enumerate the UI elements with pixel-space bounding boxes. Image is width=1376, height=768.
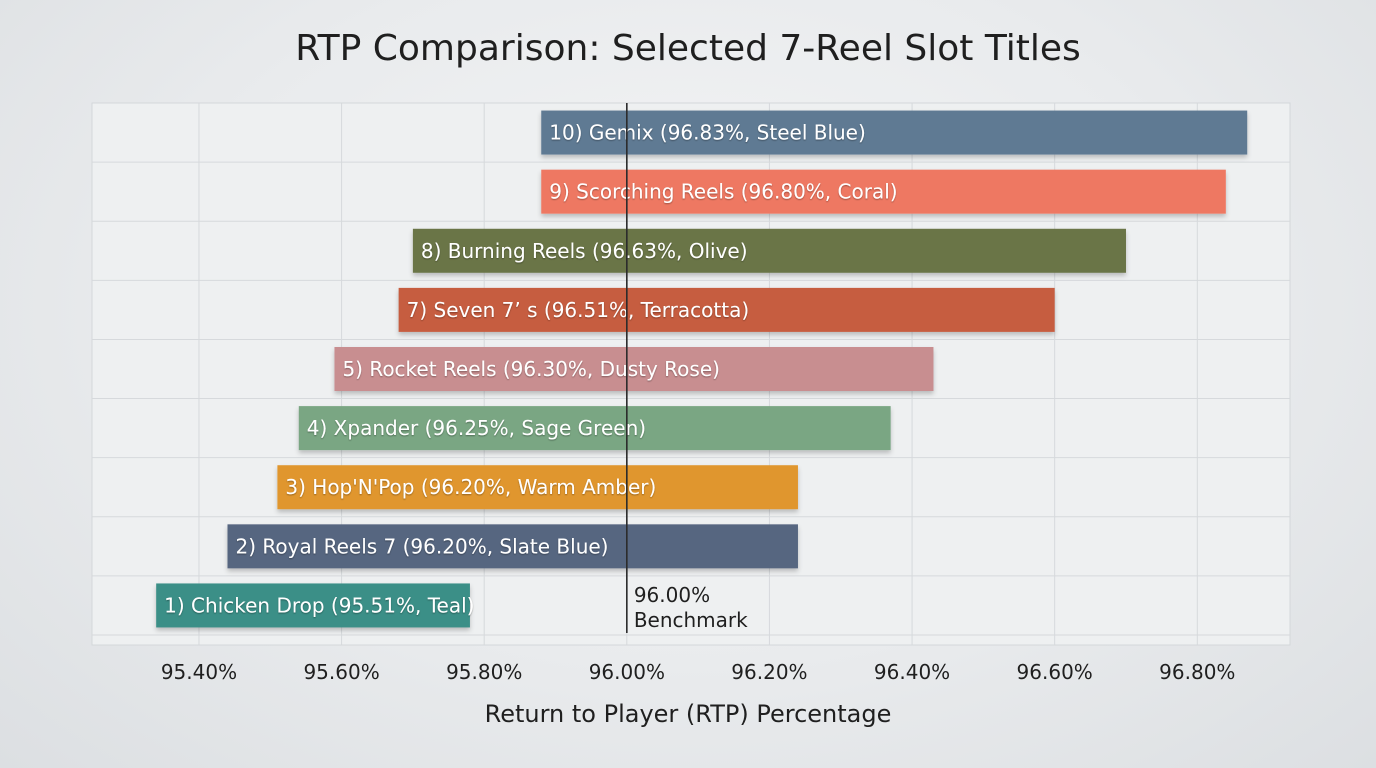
chart-title: RTP Comparison: Selected 7-Reel Slot Tit…: [295, 28, 1081, 69]
x-tick-label: 96.60%: [1017, 660, 1093, 684]
bar: [156, 583, 470, 628]
bar-label: 9) Scorching Reels (96.80%, Coral): [549, 180, 897, 204]
bar-label: 4) Xpander (96.25%, Sage Green): [307, 416, 646, 440]
bar-label: 10) Gemix (96.83%, Steel Blue): [549, 121, 866, 145]
bar-label: 3) Hop'N'Pop (96.20%, Warm Amber): [285, 475, 656, 499]
x-tick-label: 96.00%: [589, 660, 665, 684]
x-tick-label: 95.40%: [161, 660, 237, 684]
x-tick-label: 95.60%: [303, 660, 379, 684]
bar: [227, 524, 798, 569]
bar-label: 7) Seven 7’ s (96.51%, Terracotta): [407, 298, 750, 322]
bar-label: 1) Chicken Drop (95.51%, Teal): [164, 593, 474, 617]
x-tick-label: 96.40%: [874, 660, 950, 684]
x-tick-label: 96.80%: [1159, 660, 1235, 684]
benchmark-text-label: Benchmark: [634, 608, 748, 632]
benchmark-value-label: 96.00%: [634, 583, 710, 607]
bar-label: 5) Rocket Reels (96.30%, Dusty Rose): [342, 357, 720, 381]
x-tick-label: 95.80%: [446, 660, 522, 684]
bar: [398, 287, 1055, 332]
bar: [541, 169, 1226, 214]
x-axis-title: Return to Player (RTP) Percentage: [485, 700, 892, 728]
bar: [541, 110, 1248, 155]
bar: [277, 465, 798, 510]
bar: [412, 228, 1126, 273]
bar: [298, 406, 891, 451]
bar-label: 2) Royal Reels 7 (96.20%, Slate Blue): [235, 534, 608, 558]
bar-label: 8) Burning Reels (96.63%, Olive): [421, 239, 748, 263]
bar: [334, 347, 934, 391]
x-tick-label: 96.20%: [731, 660, 807, 684]
